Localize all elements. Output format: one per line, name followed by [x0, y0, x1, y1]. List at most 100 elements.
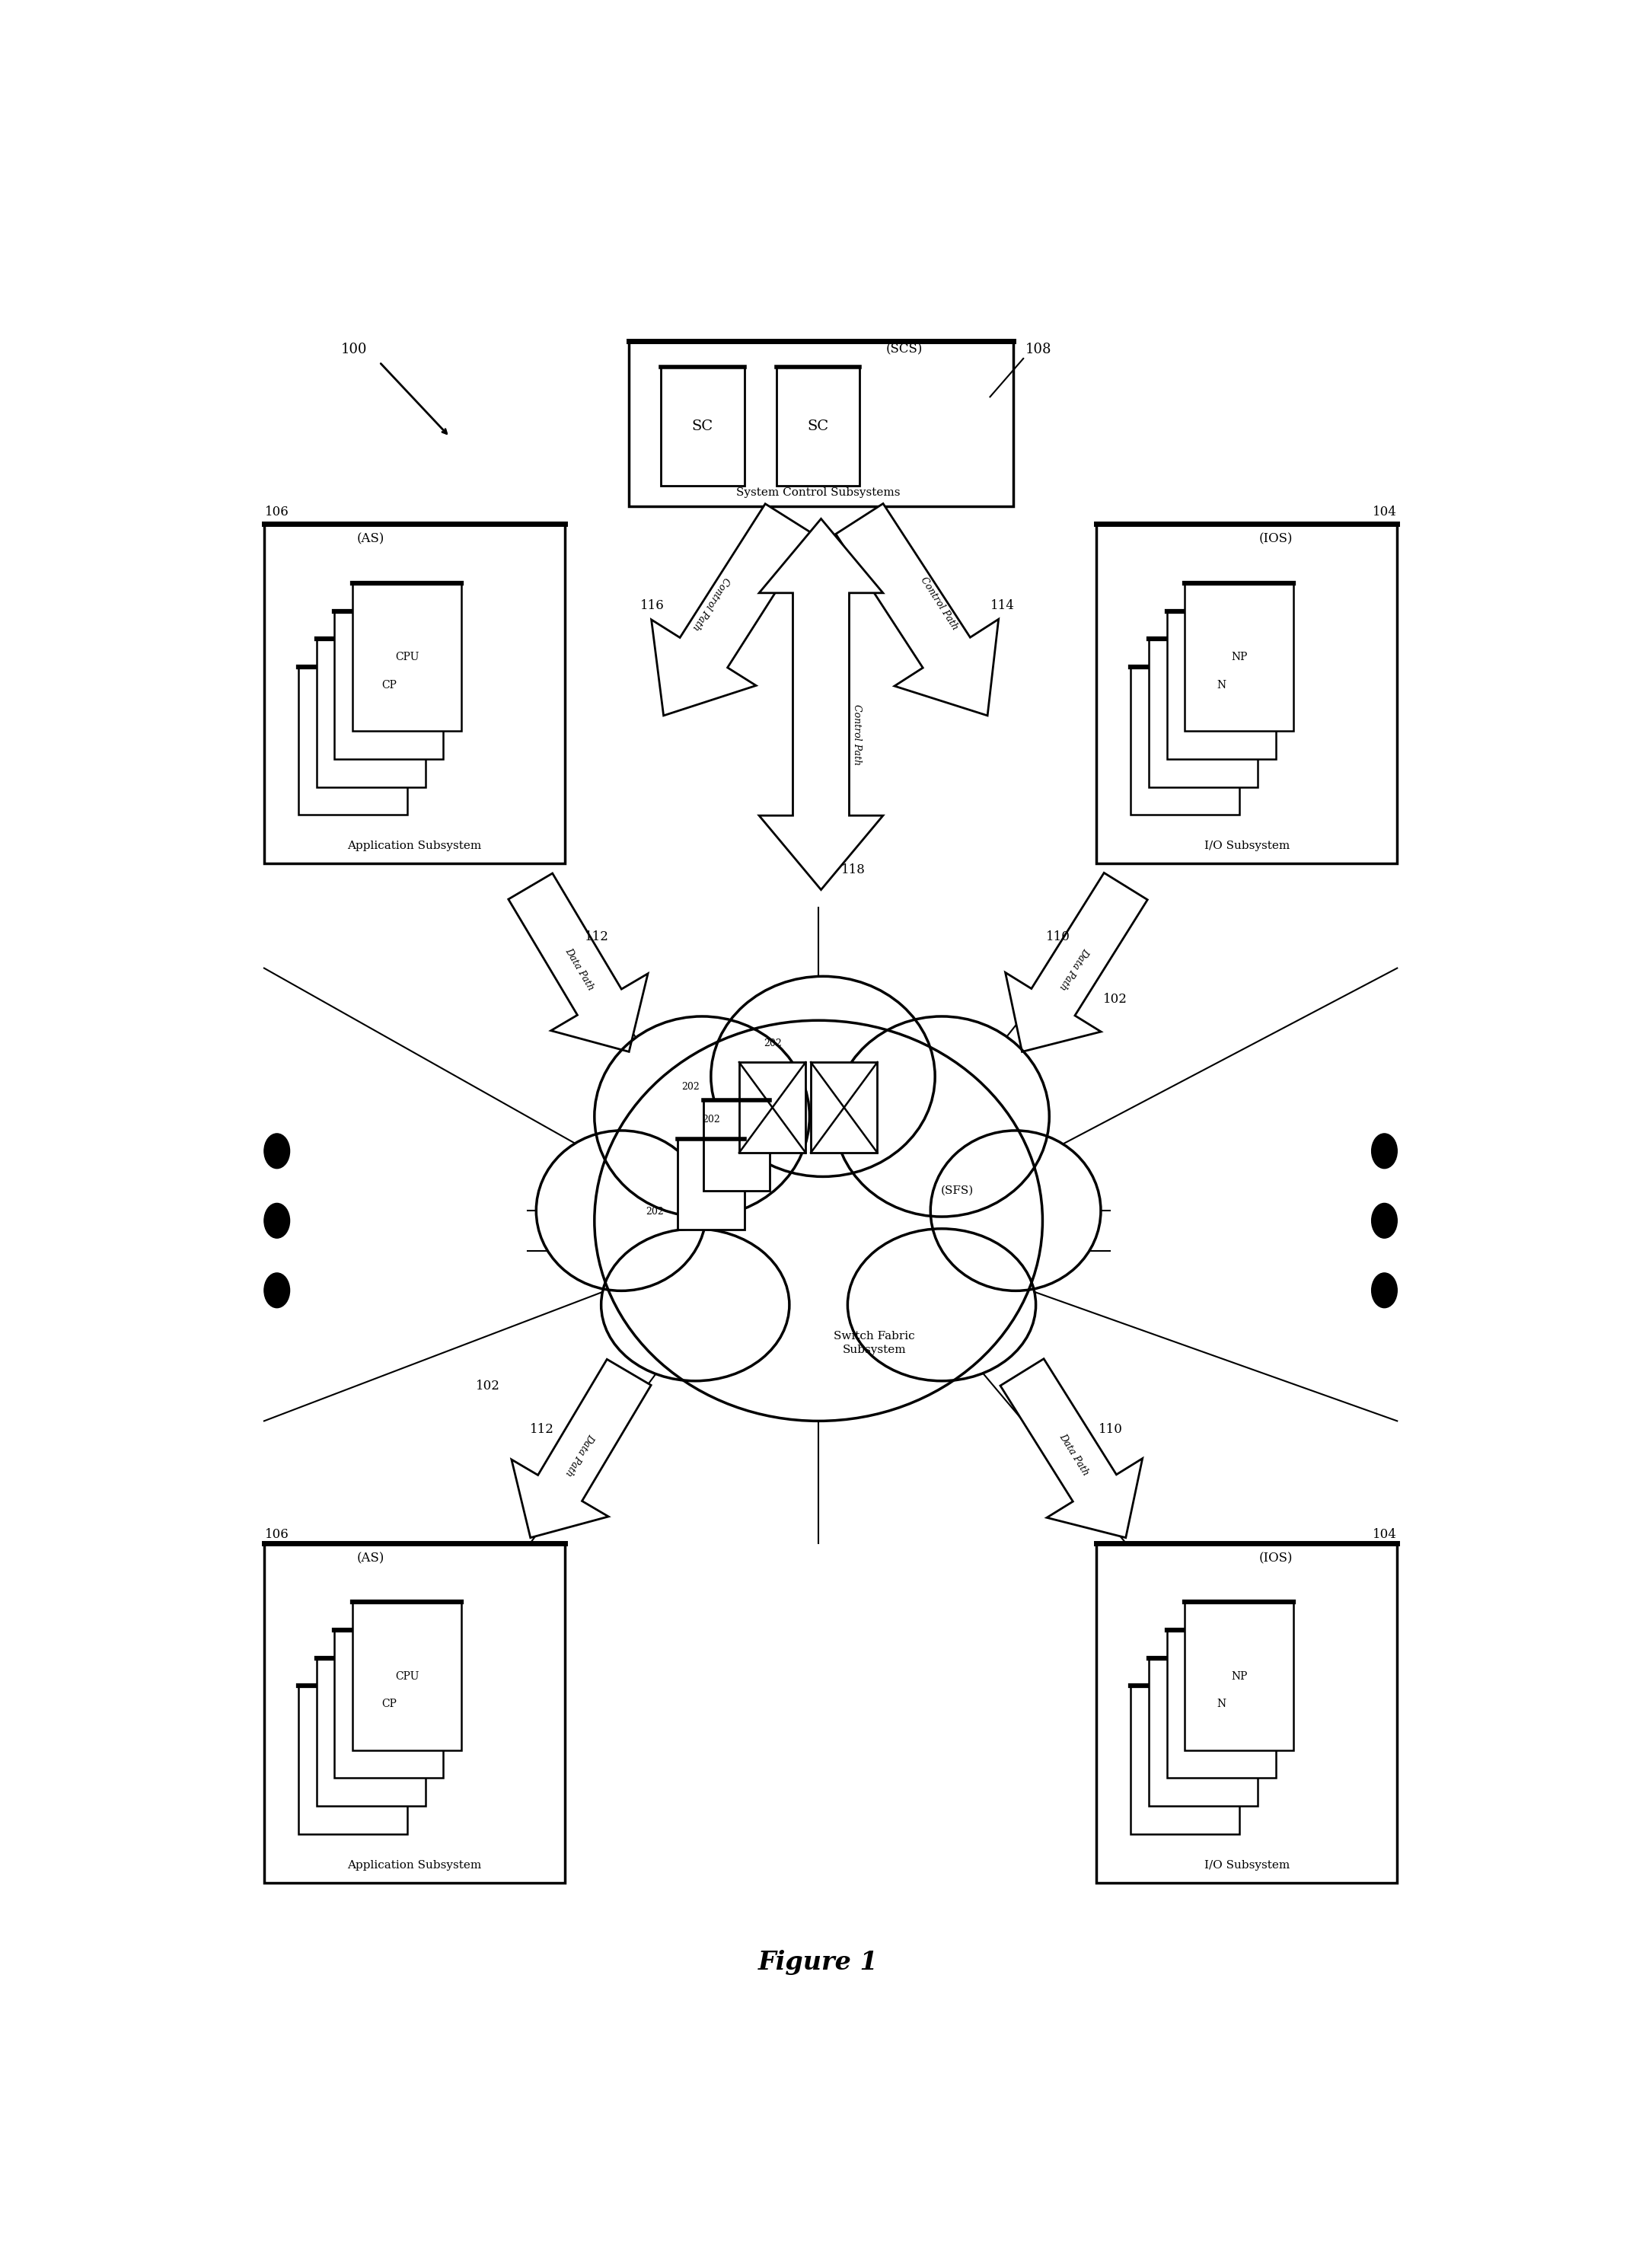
Polygon shape [1006, 873, 1148, 1052]
Bar [1166, 1631, 1275, 1778]
Circle shape [264, 1133, 289, 1169]
Bar [299, 1685, 408, 1834]
Bar [299, 667, 408, 814]
Polygon shape [651, 504, 813, 715]
Text: (SCS): (SCS) [885, 344, 923, 355]
Polygon shape [509, 873, 648, 1052]
Circle shape [1371, 1274, 1398, 1307]
Text: 100: 100 [340, 344, 367, 357]
Text: Data Path: Data Path [1057, 1432, 1090, 1477]
Bar [1184, 584, 1294, 731]
Bar [264, 525, 565, 864]
Text: (IOS): (IOS) [1259, 1552, 1292, 1565]
Text: N: N [1216, 681, 1226, 690]
Text: CP: CP [345, 735, 360, 746]
Text: (SFS): (SFS) [942, 1185, 975, 1197]
Text: CPU: CPU [395, 651, 420, 663]
Ellipse shape [710, 977, 935, 1176]
Bar [1148, 1658, 1257, 1805]
Circle shape [264, 1203, 289, 1237]
Text: Control Path: Control Path [852, 703, 862, 765]
Text: CPU: CPU [395, 1672, 420, 1681]
Text: SC: SC [692, 421, 714, 434]
Text: N: N [1181, 1755, 1189, 1764]
Text: (IOS): (IOS) [1259, 534, 1292, 545]
Bar [661, 366, 743, 486]
Text: 108: 108 [1026, 344, 1052, 357]
Polygon shape [1001, 1359, 1143, 1538]
Text: 102: 102 [476, 1380, 501, 1393]
Text: Data Path: Data Path [563, 946, 596, 993]
Bar [1097, 525, 1398, 864]
Ellipse shape [847, 1228, 1036, 1380]
Bar [264, 1543, 565, 1882]
Text: Application Subsystem: Application Subsystem [347, 841, 482, 851]
Bar [629, 342, 1013, 507]
Ellipse shape [595, 1020, 1042, 1421]
Text: N: N [1216, 1699, 1226, 1710]
Text: 118: 118 [841, 864, 866, 878]
Text: 104: 104 [1373, 504, 1396, 518]
Text: System Control Subsystems: System Control Subsystems [737, 486, 900, 498]
Bar [317, 1658, 426, 1805]
Bar [317, 638, 426, 787]
Text: 106: 106 [264, 504, 289, 518]
Text: 116: 116 [639, 599, 664, 613]
Text: 102: 102 [1104, 993, 1128, 1007]
Text: Switch Fabric
Subsystem: Switch Fabric Subsystem [834, 1330, 915, 1355]
Circle shape [1371, 1203, 1398, 1237]
Text: 202: 202 [702, 1115, 720, 1124]
Text: Application Subsystem: Application Subsystem [347, 1859, 482, 1871]
Text: N: N [1199, 708, 1208, 719]
Text: 202: 202 [763, 1038, 781, 1047]
Bar [352, 584, 461, 731]
Ellipse shape [930, 1131, 1100, 1292]
Text: 202: 202 [681, 1081, 699, 1093]
Text: I/O Subsystem: I/O Subsystem [1204, 841, 1290, 851]
Bar [738, 1063, 806, 1154]
Text: CP: CP [382, 1699, 396, 1710]
Bar [1148, 638, 1257, 787]
Bar [1132, 667, 1239, 814]
Text: CP: CP [363, 1726, 378, 1737]
Text: I/O Subsystem: I/O Subsystem [1204, 1859, 1290, 1871]
Circle shape [264, 1274, 289, 1307]
Text: 202: 202 [646, 1208, 664, 1217]
Text: 104: 104 [1373, 1527, 1396, 1540]
Polygon shape [758, 518, 884, 889]
Text: NP: NP [1231, 1672, 1247, 1681]
Bar [704, 1102, 770, 1192]
Bar [334, 611, 443, 760]
Bar [352, 1601, 461, 1751]
Text: CP: CP [363, 708, 378, 719]
Text: Data Path: Data Path [563, 1432, 596, 1477]
Text: NP: NP [1231, 651, 1247, 663]
Ellipse shape [601, 1228, 790, 1380]
Text: 112: 112 [530, 1423, 553, 1436]
Ellipse shape [537, 1131, 707, 1292]
Text: (AS): (AS) [357, 1552, 385, 1565]
Bar [1184, 1601, 1294, 1751]
Bar [776, 366, 859, 486]
Text: 106: 106 [264, 1527, 289, 1540]
Ellipse shape [834, 1016, 1049, 1217]
Text: N: N [1181, 735, 1189, 746]
Text: N: N [1199, 1726, 1208, 1737]
Bar [1097, 1543, 1398, 1882]
Text: 110: 110 [1046, 930, 1070, 943]
Bar [1132, 1685, 1239, 1834]
Bar [1166, 611, 1275, 760]
Text: 114: 114 [991, 599, 1014, 613]
Bar [334, 1631, 443, 1778]
Text: (AS): (AS) [357, 534, 385, 545]
Text: CP: CP [382, 681, 396, 690]
Text: Control Path: Control Path [919, 575, 960, 631]
Polygon shape [836, 504, 998, 715]
Text: 112: 112 [585, 930, 610, 943]
Text: SC: SC [808, 421, 829, 434]
Polygon shape [512, 1359, 651, 1538]
Text: CP: CP [345, 1755, 360, 1764]
Bar [811, 1063, 877, 1154]
Text: Figure 1: Figure 1 [758, 1950, 879, 1975]
Text: Control Path: Control Path [691, 575, 732, 631]
